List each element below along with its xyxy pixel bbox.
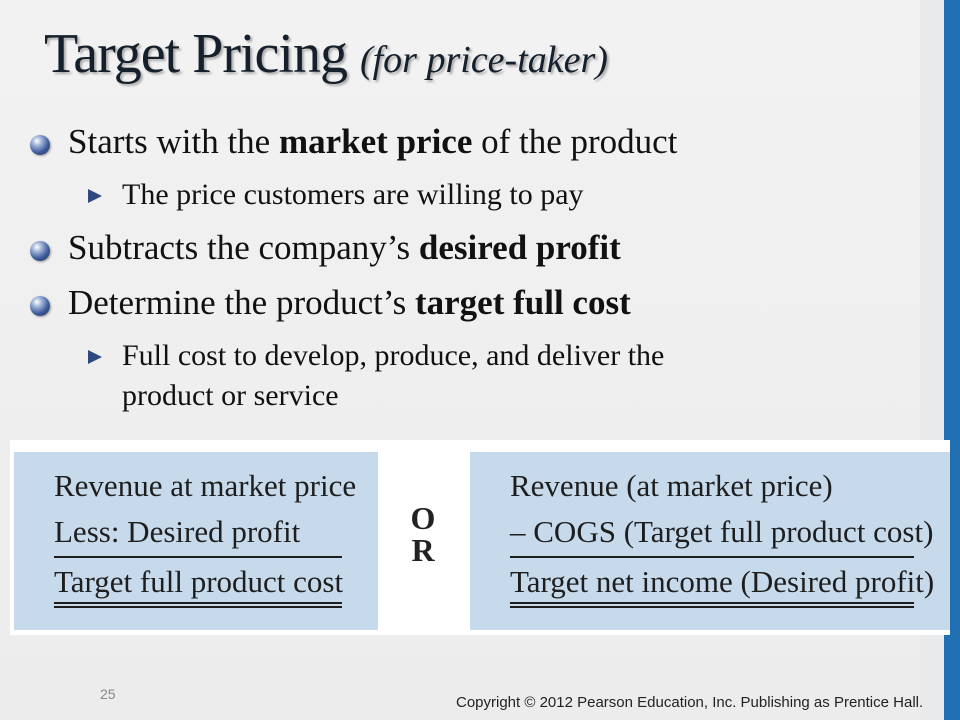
subbullet-text: product or service [122, 379, 339, 412]
formula-box-right [470, 452, 950, 630]
or-label: O R [400, 502, 446, 566]
formula-box-left [14, 452, 378, 630]
left-subtotal-rule [54, 556, 342, 558]
right-subtotal-rule [510, 556, 914, 558]
page-number: 25 [100, 686, 116, 702]
right-double-rule-top [510, 602, 914, 604]
or-letter-o: O [410, 500, 436, 536]
bullet-bold: market price [278, 122, 473, 161]
subbullet-text: The price customers are willing to pay [122, 178, 584, 211]
title-main: Target Pricing [44, 23, 348, 85]
bullet-icon [30, 296, 50, 316]
bullet-icon [30, 135, 50, 155]
copyright-footer: Copyright © 2012 Pearson Education, Inc.… [456, 694, 924, 711]
right-double-rule-bottom [510, 606, 914, 608]
or-letter-r: R [411, 532, 435, 568]
left-line-target-cost: Target full product cost [54, 564, 344, 599]
subbullet-text: Full cost to develop, produce, and deliv… [122, 339, 665, 372]
bullet-text: Starts with the [68, 122, 279, 161]
left-double-rule-bottom [54, 606, 342, 608]
left-double-rule-top [54, 602, 342, 604]
bullet-icon [30, 241, 50, 261]
bullet-text: of the product [472, 122, 678, 161]
right-line-cogs: – COGS (Target full product cost) [510, 514, 934, 549]
right-line-revenue: Revenue (at market price) [510, 468, 833, 503]
bullet-text: Determine the product’s [68, 283, 415, 322]
bullet-bold: desired profit [418, 228, 621, 267]
slide-title: Target Pricing (for price-taker) [44, 22, 608, 86]
title-subtitle: (for price-taker) [359, 39, 608, 81]
right-line-target-net-income: Target net income (Desired profit) [510, 564, 935, 599]
bullet-text: Subtracts the company’s [68, 228, 419, 267]
triangle-arrow-icon [88, 350, 102, 364]
bullet-bold: target full cost [414, 283, 631, 322]
left-line-revenue: Revenue at market price [54, 468, 357, 503]
triangle-arrow-icon [88, 189, 102, 203]
left-line-less-profit: Less: Desired profit [54, 514, 301, 549]
